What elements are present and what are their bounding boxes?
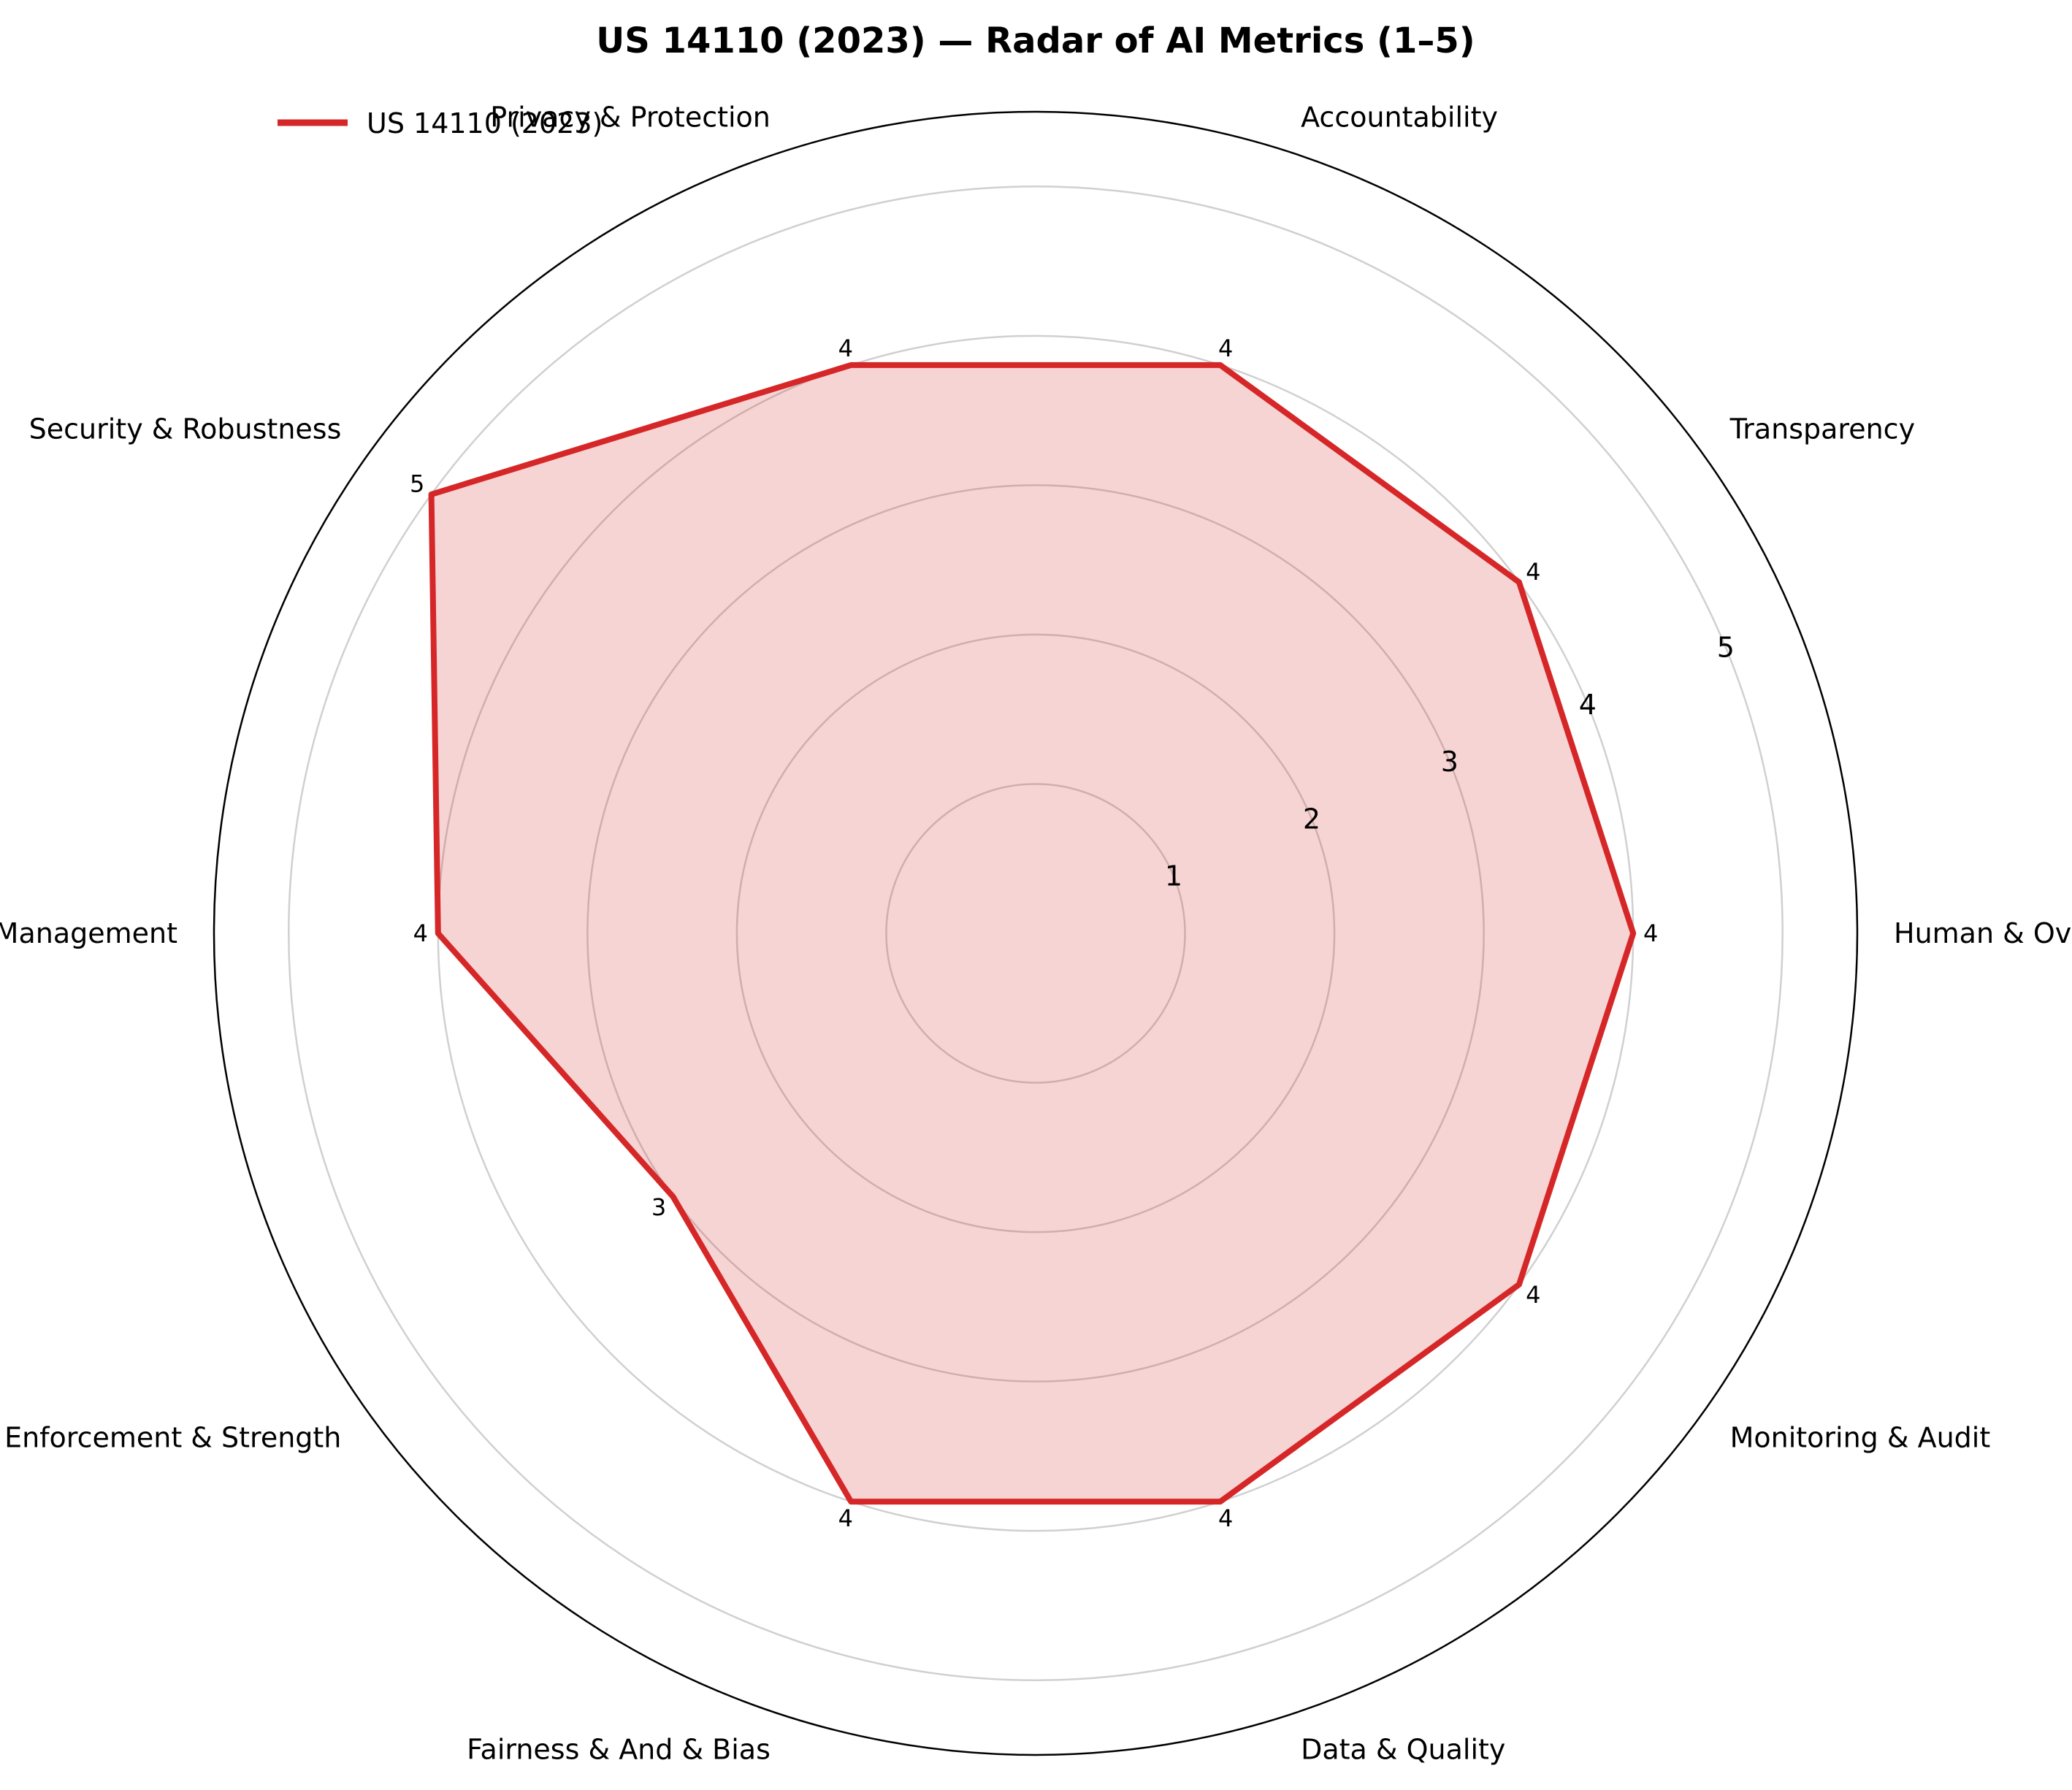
category-label-1: Human & Oversight (1894, 917, 2072, 949)
category-label-9: Data & Quality (1301, 1734, 1505, 1766)
radial-tick-2: 2 (1303, 803, 1320, 835)
data-label-2: 4 (1526, 558, 1540, 586)
data-label-5: 5 (410, 470, 424, 498)
grid-ring-2 (735, 633, 1336, 1234)
polar-spine (213, 110, 1859, 1756)
data-label-3: 4 (1218, 334, 1233, 362)
grid-ring-5 (288, 185, 1784, 1681)
radial-tick-4: 4 (1579, 689, 1597, 721)
category-labels: Human & Oversight Transparency Accountabil… (0, 102, 2072, 1766)
legend: US 14110 (2023) (278, 107, 603, 139)
radial-tick-labels: 1 2 3 4 5 (1165, 632, 1735, 892)
outer-spine (213, 110, 1859, 1756)
category-label-8: Fairness & And & Bias (467, 1734, 771, 1766)
category-label-6: Risk & Management (0, 917, 177, 949)
radial-tick-5: 5 (1717, 632, 1735, 664)
data-label-9: 4 (1218, 1504, 1233, 1532)
category-label-5: Security & Robustness (29, 413, 342, 445)
legend-label: US 14110 (2023) (367, 107, 603, 139)
chart-title: US 14110 (2023) — Radar of AI Metrics (1… (596, 20, 1475, 61)
series-line (428, 362, 1637, 1505)
data-label-8: 4 (838, 1504, 853, 1532)
category-label-4: Privacy & Protection (490, 102, 771, 134)
grid-ring-3 (586, 484, 1485, 1382)
data-label-7: 3 (651, 1193, 666, 1221)
radial-tick-1: 1 (1165, 860, 1182, 892)
category-label-7: Enforcement & Strength (4, 1422, 341, 1454)
category-label-2: Transparency (1729, 413, 1915, 445)
category-label-10: Monitoring & Audit (1730, 1422, 1991, 1454)
data-label-10: 4 (1526, 1281, 1540, 1309)
series-area-fill (431, 364, 1634, 1502)
series-layer: 4 4 4 4 5 4 3 4 4 4 (410, 334, 1658, 1532)
data-label-4: 4 (838, 334, 853, 362)
radial-tick-3: 3 (1441, 746, 1459, 778)
category-label-3: Accountability (1301, 102, 1498, 134)
grid-ring-1 (885, 783, 1186, 1084)
data-label-1: 4 (1643, 919, 1658, 947)
data-label-6: 4 (413, 919, 428, 947)
